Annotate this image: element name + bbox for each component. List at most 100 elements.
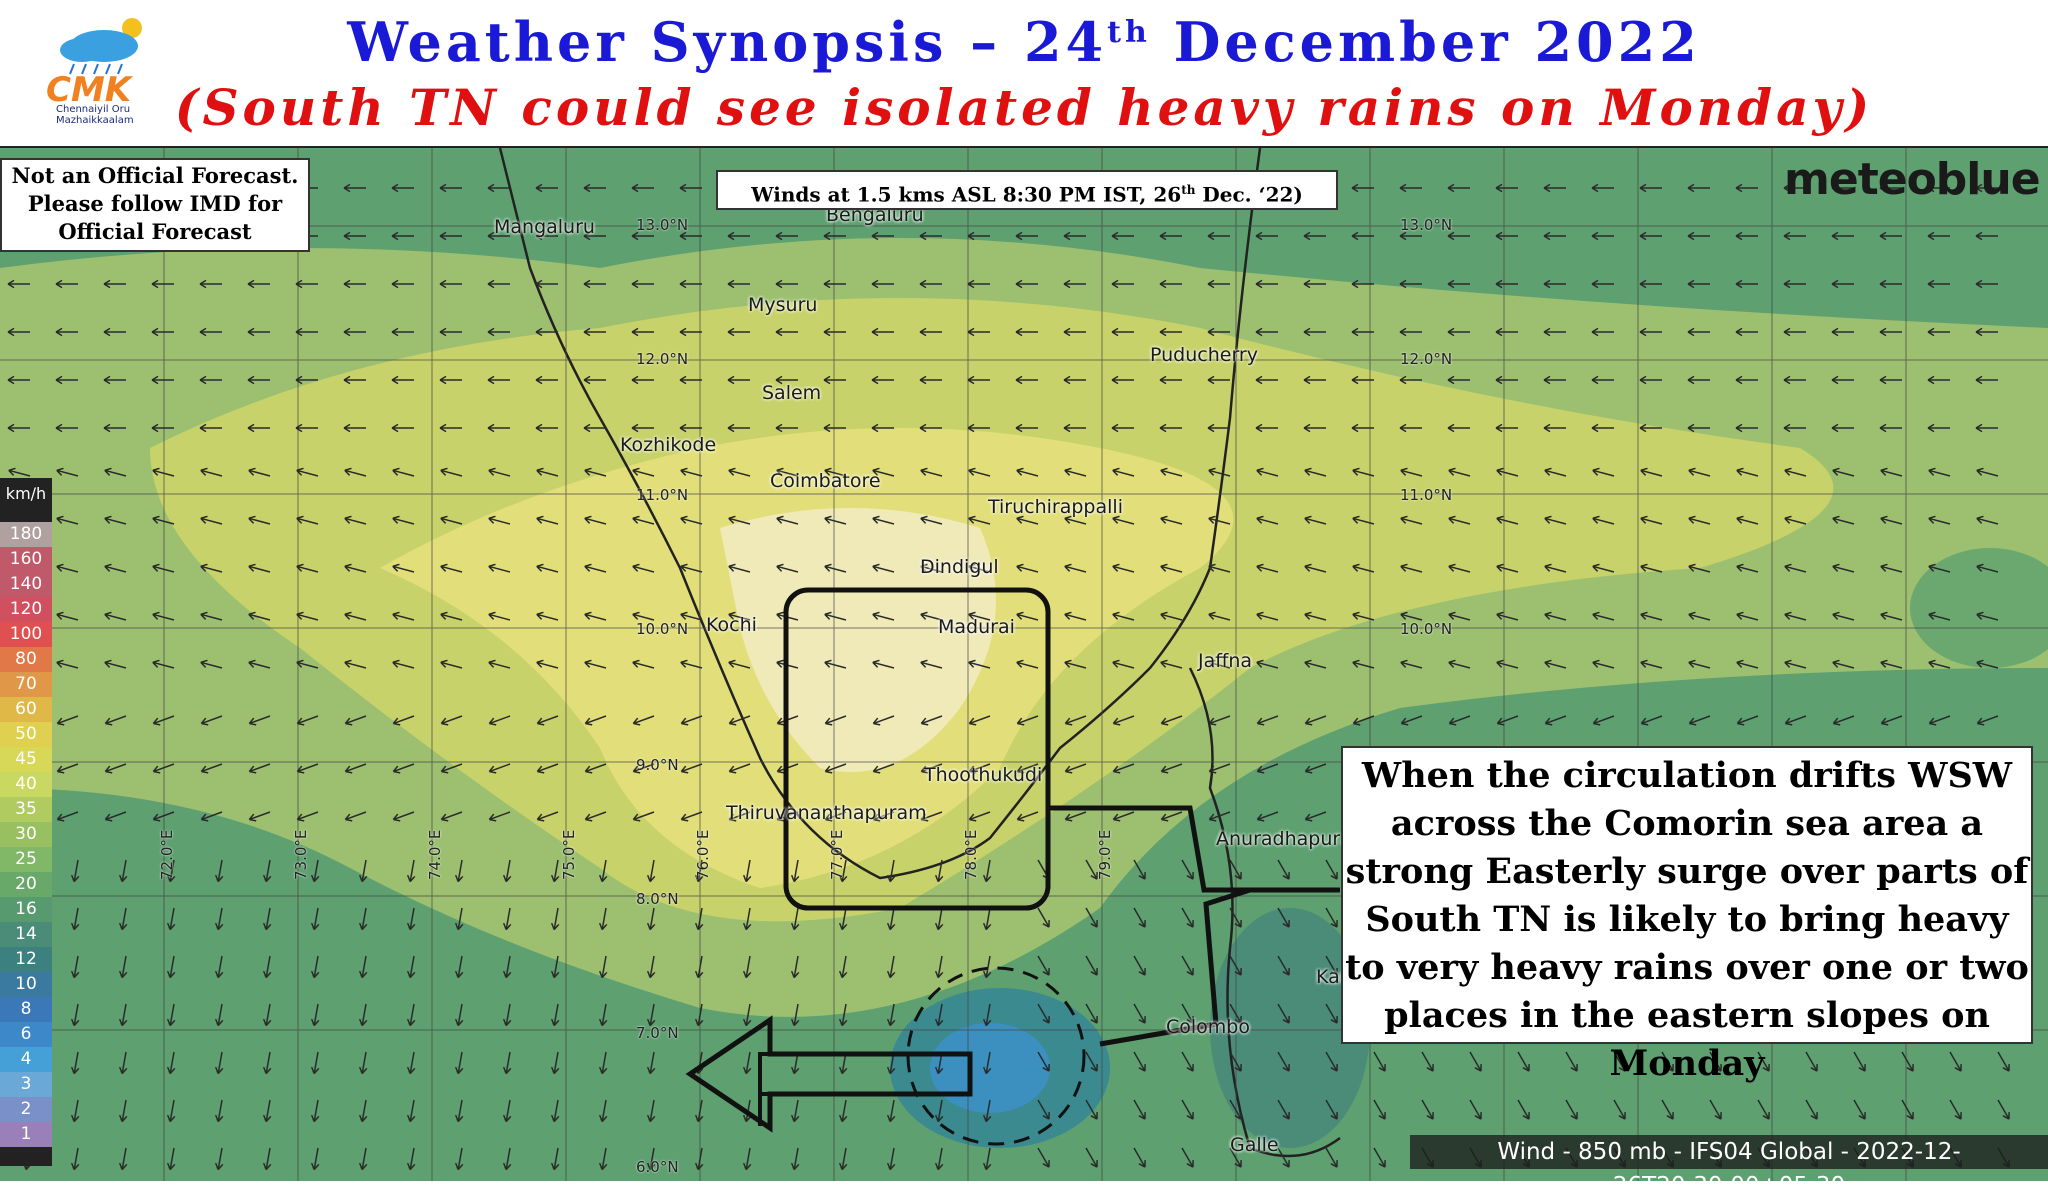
wind-arrow xyxy=(1256,659,1279,669)
wind-arrow xyxy=(742,1003,752,1027)
wind-arrow xyxy=(1255,423,1278,433)
wind-arrow xyxy=(967,375,990,385)
wind-arrow xyxy=(872,763,895,774)
city-label: Galle xyxy=(1230,1134,1279,1156)
wind-arrow xyxy=(1880,467,1903,477)
wind-arrow xyxy=(775,231,798,241)
wind-arrow xyxy=(1207,327,1230,337)
wind-arrow xyxy=(152,659,175,669)
wind-arrow xyxy=(1255,327,1278,337)
wind-arrow xyxy=(1879,375,1902,385)
wind-arrow xyxy=(1447,327,1470,337)
wind-arrow xyxy=(1303,375,1326,385)
wind-arrow xyxy=(1256,467,1279,477)
wind-arrow xyxy=(583,279,606,289)
wind-arrow xyxy=(1421,1099,1434,1120)
city-label: Mangaluru xyxy=(494,216,595,238)
wind-arrow xyxy=(584,659,607,669)
wind-arrow xyxy=(440,659,463,669)
wind-arrow xyxy=(871,423,894,433)
wind-arrow xyxy=(1805,1051,1818,1072)
wind-arrow xyxy=(392,811,415,822)
wind-arrow xyxy=(214,1147,224,1171)
wind-arrow xyxy=(1976,715,1999,726)
wind-arrow xyxy=(439,327,462,337)
latitude-label: 7.0°N xyxy=(636,1024,679,1042)
wind-arrow xyxy=(214,859,224,883)
wind-arrow xyxy=(406,1003,416,1027)
wind-arrow xyxy=(152,467,175,477)
wind-arrow xyxy=(1640,715,1663,726)
wind-arrow xyxy=(550,1003,560,1027)
wind-arrow xyxy=(1304,467,1327,477)
wind-arrow xyxy=(919,279,942,289)
wind-arrow xyxy=(1783,327,1806,337)
wind-arrow xyxy=(728,715,751,726)
legend-swatch: 10 xyxy=(0,972,52,997)
wind-arrow xyxy=(1229,907,1242,928)
wind-arrow xyxy=(598,1051,608,1075)
legend-swatch: 8 xyxy=(0,997,52,1022)
wind-arrow xyxy=(1544,659,1567,669)
wind-arrow xyxy=(1447,183,1470,193)
wind-arrow xyxy=(1735,375,1758,385)
wind-arrow xyxy=(1853,1051,1866,1072)
wind-arrow xyxy=(200,563,223,573)
wind-arrow xyxy=(728,763,751,774)
wind-arrow xyxy=(358,1147,368,1171)
wind-arrow xyxy=(535,327,558,337)
page-subtitle: (South TN could see isolated heavy rains… xyxy=(174,78,1874,137)
wind-arrow xyxy=(1783,423,1806,433)
latitude-label: 10.0°N xyxy=(1400,620,1453,638)
wind-arrow xyxy=(1517,1051,1530,1072)
legend-swatch: 180 xyxy=(0,522,52,547)
wind-arrow xyxy=(1064,563,1087,573)
wind-arrow xyxy=(296,611,319,621)
wind-arrow xyxy=(392,515,415,525)
wind-arrow xyxy=(70,1003,80,1027)
wind-arrow xyxy=(295,423,318,433)
wind-arrow xyxy=(214,955,224,979)
wind-arrow xyxy=(502,1099,512,1123)
wind-arrow xyxy=(70,907,80,931)
wind-arrow xyxy=(1735,423,1758,433)
wind-arrow xyxy=(550,955,560,979)
wind-arrow xyxy=(70,1099,80,1123)
wind-arrow xyxy=(1544,467,1567,477)
wind-arrow xyxy=(248,611,271,621)
wind-arrow xyxy=(1112,659,1135,669)
wind-arrow xyxy=(1975,279,1998,289)
wind-arrow xyxy=(934,907,944,931)
wind-arrow xyxy=(1543,279,1566,289)
wind-arrow xyxy=(1325,907,1338,928)
wind-arrow xyxy=(1448,611,1471,621)
wind-arrow xyxy=(262,1003,272,1027)
wind-arrow xyxy=(1735,183,1758,193)
wind-arrow xyxy=(680,763,703,774)
wind-arrow xyxy=(1229,1099,1242,1120)
wind-arrow xyxy=(584,715,607,726)
wind-arrow xyxy=(1591,183,1614,193)
wind-arrow xyxy=(934,955,944,979)
wind-arrow xyxy=(1208,811,1231,822)
wind-arrow xyxy=(1400,563,1423,573)
wind-arrow xyxy=(1687,231,1710,241)
wind-arrow xyxy=(982,1147,992,1171)
wind-arrow xyxy=(920,811,943,822)
wind-arrow xyxy=(1208,715,1231,726)
wind-arrow xyxy=(536,563,559,573)
wind-arrow xyxy=(487,183,510,193)
wind-arrow xyxy=(454,1147,464,1171)
wind-arrow xyxy=(8,467,31,477)
wind-arrow xyxy=(824,659,847,669)
wind-arrow xyxy=(1111,375,1134,385)
longitude-label: 78.0°E xyxy=(962,829,980,880)
wind-arrow xyxy=(1688,515,1711,525)
wind-arrow xyxy=(296,467,319,477)
wind-map-canvas xyxy=(0,148,2048,1181)
wind-arrow xyxy=(1085,859,1098,880)
wind-arrow xyxy=(1639,327,1662,337)
wind-arrow xyxy=(454,859,464,883)
wind-arrow xyxy=(1277,1099,1290,1120)
wind-arrow xyxy=(920,611,943,621)
